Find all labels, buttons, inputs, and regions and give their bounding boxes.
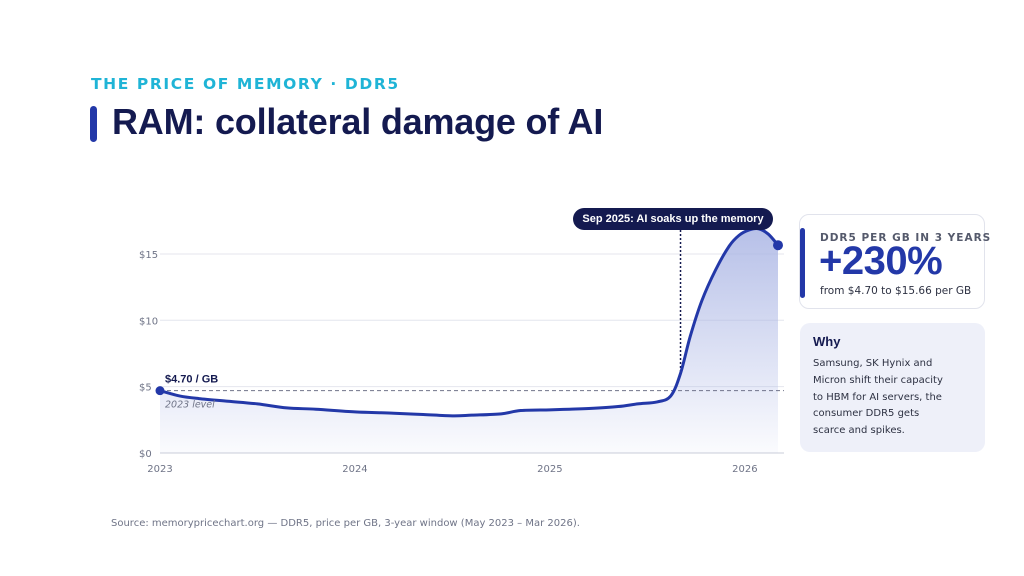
start-point [155,386,165,396]
area-layer [160,228,778,453]
page-title: RAM: collateral damage of AI [112,101,604,142]
start-value-label: $4.70 / GB [165,374,218,386]
area-fill [160,228,778,453]
event-callout: Sep 2025: AI soaks up the memory [573,208,773,230]
kpi-value: +230% [819,239,943,283]
why-card [800,323,985,452]
kpi-label: DDR5 PER GB IN 3 YEARS [820,232,992,244]
chart-kicker: THE PRICE OF MEMORY · DDR5 [91,75,400,93]
why-body: Samsung, SK Hynix and Micron shift their… [813,358,943,437]
kpi-card [799,214,985,309]
x-tick-label: 2026 [732,464,757,475]
x-tick-label: 2023 [147,464,172,475]
x-tick-label: 2024 [342,464,367,475]
x-tick-label: 2025 [537,464,562,475]
kpi-subtext: from $4.70 to $15.66 per GB [820,285,972,297]
y-tick-label: $10 [139,316,158,327]
end-point [773,240,783,251]
marker-layer [160,230,784,392]
y-tick-label: $5 [139,383,152,394]
kpi-accent-bar [800,228,805,298]
y-tick-label: $0 [139,449,152,460]
reference-line-label: 2023 level [165,400,215,411]
y-tick-label: $15 [139,250,158,261]
series-line [158,227,780,418]
label-layer: $0 $5 $10 $15 2023 2024 2025 2026 2023 level $4.7… [139,250,758,475]
line-layer [155,227,783,418]
why-title: Why [813,334,841,349]
source-note: Source: memorypricechart.org — DDR5, pri… [111,518,580,529]
title-accent-bar [90,106,97,142]
